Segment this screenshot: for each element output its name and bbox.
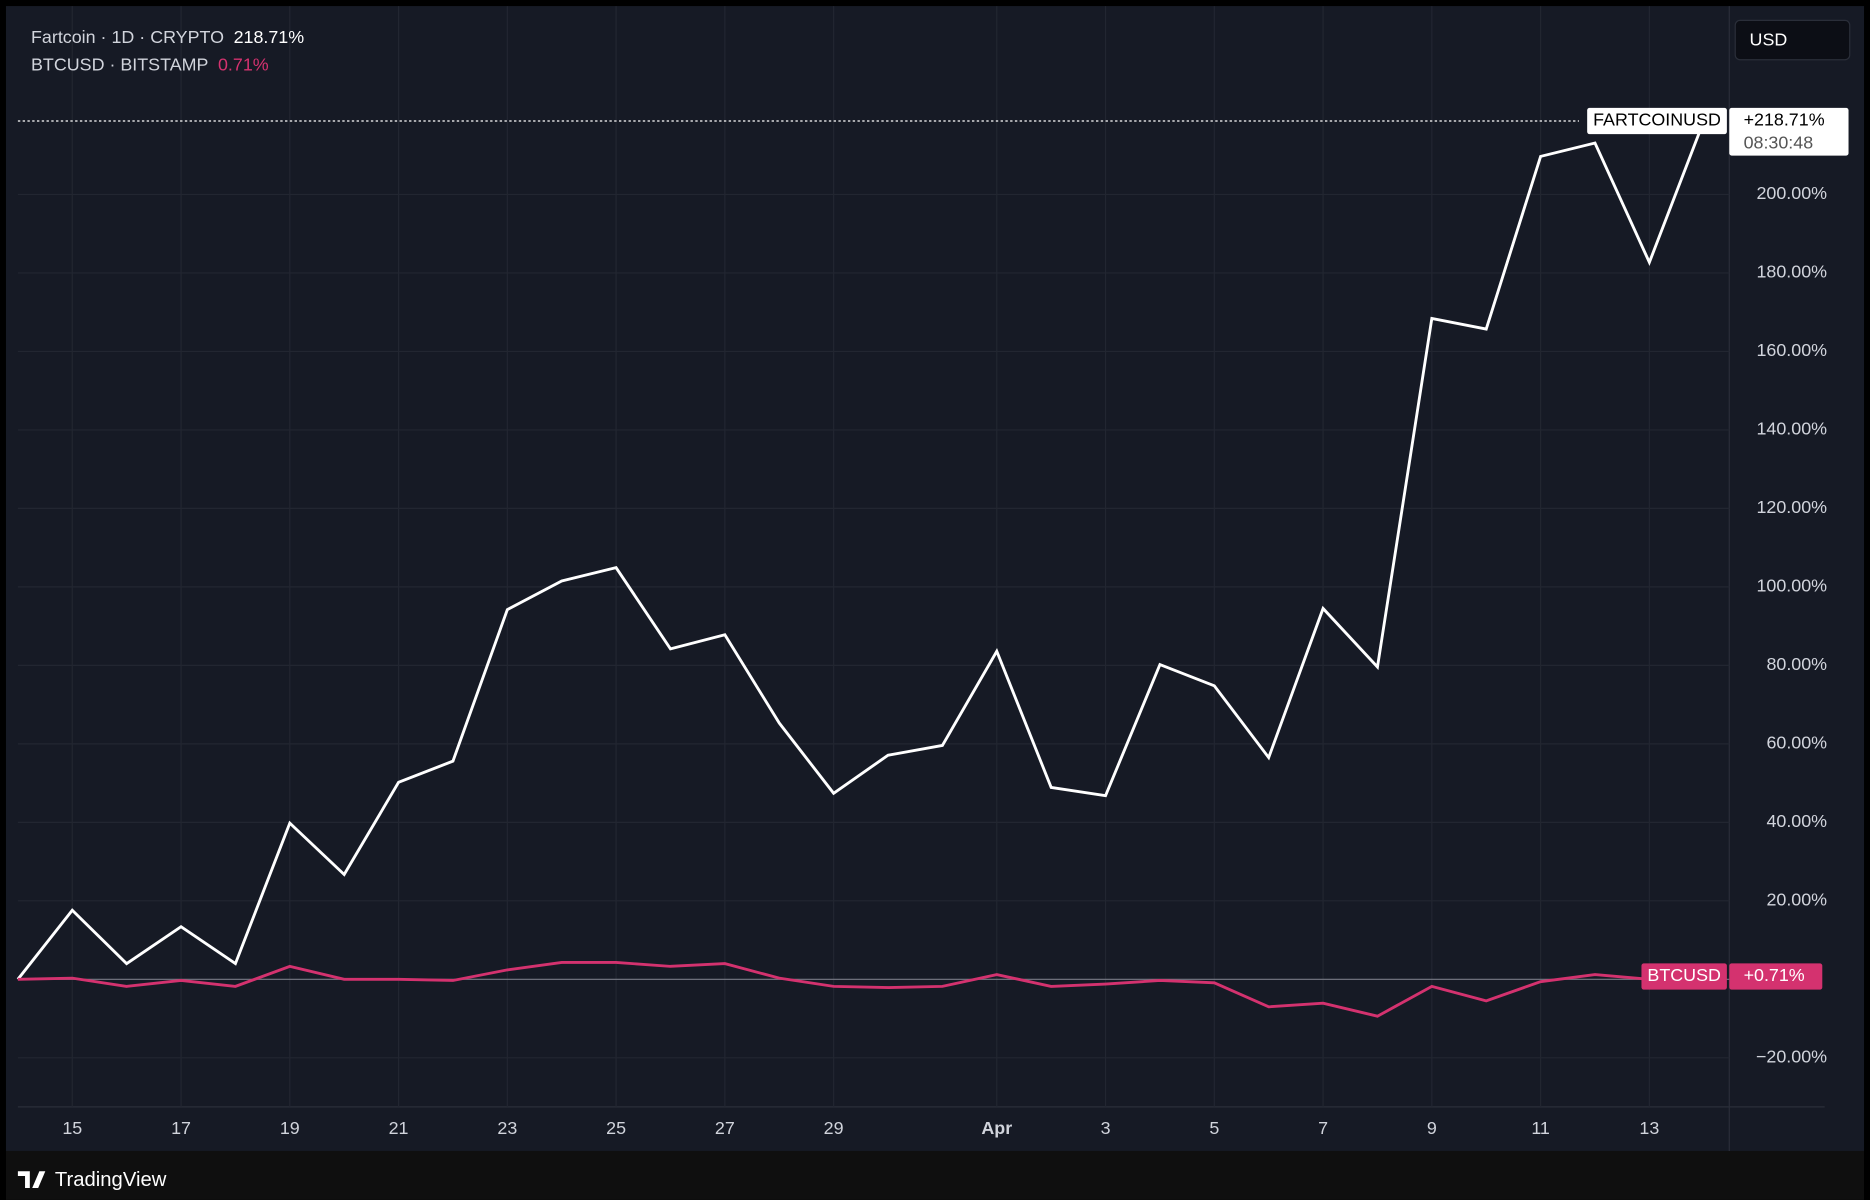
y-tick-label: 60.00%	[1766, 733, 1827, 753]
brand-logo	[17, 1171, 46, 1188]
x-tick-label: 17	[171, 1118, 191, 1138]
x-tick-label: 19	[280, 1118, 300, 1138]
currency-label[interactable]: USD	[1750, 29, 1788, 49]
series-line	[16, 120, 1706, 981]
y-tick-label: −20.00%	[1756, 1047, 1827, 1067]
price-box	[1729, 963, 1823, 990]
x-tick-label: 11	[1531, 1118, 1550, 1138]
chart-background	[5, 6, 1865, 1151]
y-tick-label: 140.00%	[1756, 419, 1827, 439]
x-tick-label: 25	[606, 1118, 626, 1138]
price-box	[1729, 107, 1849, 156]
ticker-box	[1641, 963, 1727, 990]
y-tick-label: 180.00%	[1756, 262, 1827, 282]
legend-name: Fartcoin · 1D · CRYPTO	[31, 27, 224, 47]
x-tick-label: Apr	[981, 1118, 1012, 1138]
currency-button[interactable]	[1734, 19, 1851, 61]
legend-value: 0.71%	[218, 54, 269, 74]
price-label: +218.71%	[1744, 110, 1825, 130]
y-tick-label: 20.00%	[1766, 890, 1827, 910]
y-tick-label: 40.00%	[1766, 811, 1827, 831]
labels: FARTCOINUSD +218.71%08:30:48 BTCUSD +0.71%	[17, 107, 1849, 990]
y-tick-label: 80.00%	[1766, 654, 1827, 674]
y-tick-label: 200.00%	[1756, 183, 1827, 203]
x-tick-label: 23	[497, 1118, 517, 1138]
x-tick-label: 29	[824, 1118, 844, 1138]
x-tick-label: 21	[389, 1118, 409, 1138]
series-ticker: FARTCOINUSD	[1593, 110, 1721, 130]
x-tick-label: 13	[1639, 1118, 1659, 1138]
legend-value: 218.71%	[234, 27, 305, 47]
x-tick-label: 7	[1318, 1118, 1328, 1138]
ticker-box	[1587, 107, 1727, 135]
price-label: +0.71%	[1744, 965, 1805, 985]
series-ticker: BTCUSD	[1647, 965, 1721, 985]
y-tick-label: 120.00%	[1756, 497, 1827, 517]
legend-name: BTCUSD · BITSTAMP	[31, 54, 208, 74]
footer	[5, 1150, 1865, 1200]
countdown: 08:30:48	[1744, 132, 1814, 152]
y-tick-label: 100.00%	[1756, 576, 1827, 596]
series-line	[17, 961, 1704, 1018]
x-tick-label: 27	[715, 1118, 735, 1138]
x-tick-label: 5	[1209, 1118, 1219, 1138]
x-tick-label: 15	[62, 1118, 82, 1138]
y-tick-label: 160.00%	[1756, 340, 1827, 360]
x-tick-label: 9	[1427, 1118, 1437, 1138]
brand-name: TradingView	[55, 1169, 167, 1191]
x-tick-label: 3	[1101, 1118, 1111, 1138]
grid: −20.00% 20.00% 40.00% 60.00% 80.00% 100.00% 12…	[17, 6, 1827, 1138]
plot	[16, 120, 1706, 1018]
